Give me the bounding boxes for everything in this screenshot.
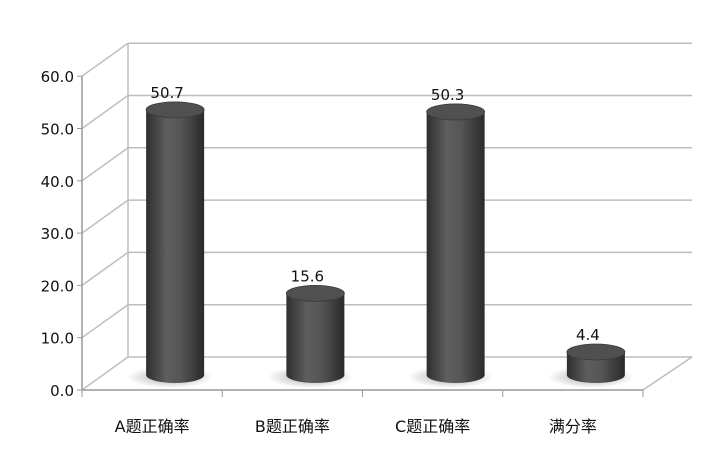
side-gridline [81,147,129,182]
gridlines [81,42,693,391]
x-tick-label: B题正确率 [255,417,330,436]
bar [566,351,625,383]
bar [286,293,345,383]
data-label: 50.3 [431,86,464,104]
y-tick-label: 50.0 [41,121,74,139]
bar [426,111,485,383]
x-tick-label: A题正确率 [115,417,190,436]
y-tick-label: 60.0 [41,68,74,86]
floor-edge [642,356,693,391]
side-gridline [81,356,129,391]
bar-top [426,103,486,121]
labels: 0.0 10.0 20.0 30.0 40.0 50.0 60.0 50.7 A题正确率 15.6… [41,68,600,436]
side-gridline [81,304,129,339]
x-tick-label: 满分率 [549,417,597,436]
y-tick-label: 0.0 [50,382,74,400]
side-gridline [81,94,129,130]
side-gridline [81,42,129,77]
data-label: 4.4 [576,326,600,344]
bar-top [145,101,205,119]
data-label: 50.7 [150,84,183,102]
y-tick-label: 10.0 [41,330,74,348]
x-tick-label: C题正确率 [395,417,470,436]
y-tick-label: 40.0 [41,173,74,191]
side-gridline [81,251,129,287]
bar [146,109,205,384]
bars [127,101,634,388]
data-label: 15.6 [291,267,324,285]
bar-top [285,285,345,302]
side-gridline [81,199,129,234]
y-tick-label: 20.0 [41,277,74,295]
axes [77,75,644,397]
y-tick-label: 30.0 [41,225,74,243]
bar-top [566,343,626,361]
